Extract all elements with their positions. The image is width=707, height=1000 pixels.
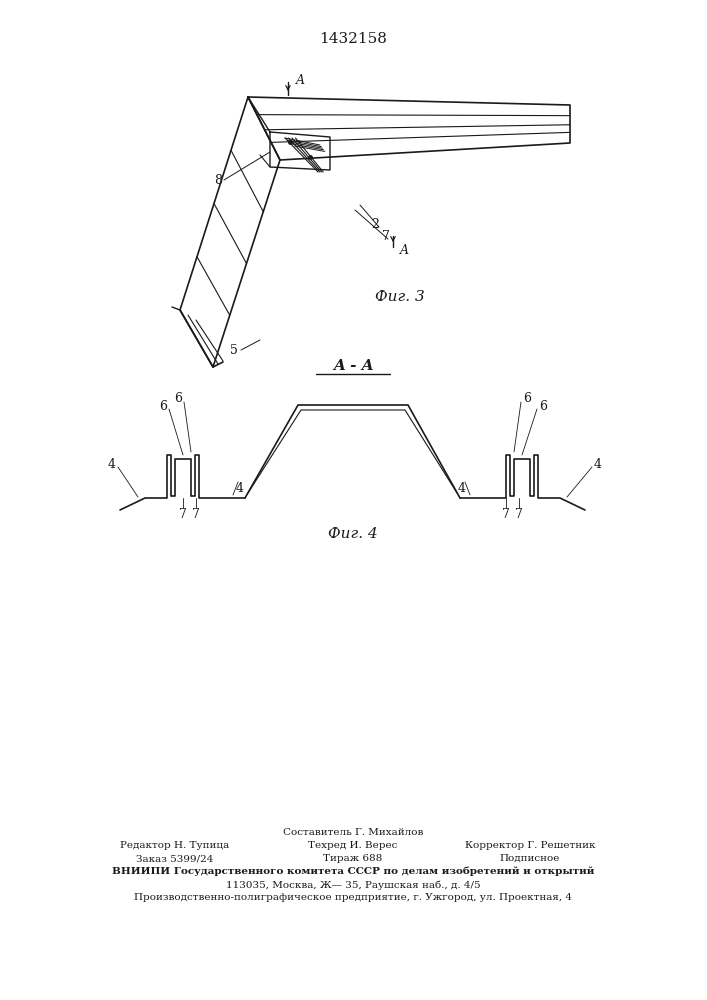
- Text: 7: 7: [382, 231, 390, 243]
- Text: 6: 6: [174, 392, 182, 406]
- Text: Редактор Н. Тупица: Редактор Н. Тупица: [120, 841, 230, 850]
- Text: Тираж 688: Тираж 688: [323, 854, 382, 863]
- Text: 7: 7: [502, 508, 510, 520]
- Text: 6: 6: [159, 400, 167, 414]
- Text: Фиг. 4: Фиг. 4: [328, 527, 378, 541]
- Text: Производственно-полиграфическое предприятие, г. Ужгород, ул. Проектная, 4: Производственно-полиграфическое предприя…: [134, 893, 572, 902]
- Text: 4: 4: [236, 482, 244, 494]
- Text: 7: 7: [515, 508, 523, 520]
- Text: Фиг. 3: Фиг. 3: [375, 290, 425, 304]
- Text: 113035, Москва, Ж— 35, Раушская наб., д. 4/5: 113035, Москва, Ж— 35, Раушская наб., д.…: [226, 880, 480, 890]
- Text: Заказ 5399/24: Заказ 5399/24: [136, 854, 214, 863]
- Text: 4: 4: [594, 458, 602, 472]
- Text: A: A: [400, 243, 409, 256]
- Text: 8: 8: [214, 174, 222, 186]
- Text: 6: 6: [539, 400, 547, 414]
- Text: 4: 4: [458, 482, 466, 494]
- Text: 1432158: 1432158: [319, 32, 387, 46]
- Text: Техред И. Верес: Техред И. Верес: [308, 841, 397, 850]
- Text: Составитель Г. Михайлов: Составитель Г. Михайлов: [283, 828, 423, 837]
- Text: 5: 5: [230, 344, 238, 357]
- Text: 2: 2: [371, 219, 379, 232]
- Text: Корректор Г. Решетник: Корректор Г. Решетник: [464, 841, 595, 850]
- Text: 7: 7: [179, 508, 187, 520]
- Text: 6: 6: [523, 392, 531, 406]
- Text: 7: 7: [192, 508, 200, 520]
- Text: Подписное: Подписное: [500, 854, 560, 863]
- Text: A - A: A - A: [333, 359, 373, 373]
- Text: 4: 4: [108, 458, 116, 472]
- Text: A: A: [296, 74, 305, 87]
- Text: ВНИИПИ Государственного комитета СССР по делам изобретений и открытий: ВНИИПИ Государственного комитета СССР по…: [112, 867, 594, 876]
